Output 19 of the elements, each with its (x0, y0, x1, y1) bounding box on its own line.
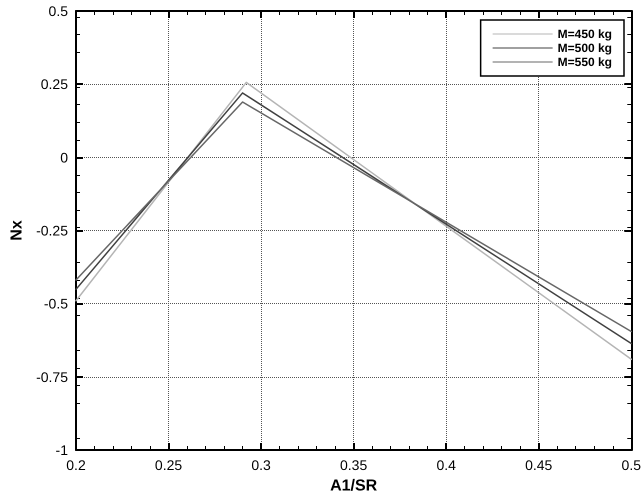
y-tick-label: 0.25 (40, 76, 68, 92)
y-tick-label: -0.25 (36, 222, 68, 238)
x-axis-title: A1/SR (330, 478, 378, 494)
x-tick-label: 0.25 (154, 457, 182, 473)
y-tick-label: -1 (56, 442, 68, 458)
x-tick-label: 0.35 (340, 457, 368, 473)
x-tick-label: 0.45 (525, 457, 553, 473)
legend-label: M=550 kg (558, 55, 612, 69)
y-tick-label: -0.75 (36, 368, 68, 385)
y-tick-label: 0.5 (48, 3, 68, 19)
x-tick-label: 0.4 (436, 457, 456, 473)
x-tick-label: 0.2 (66, 457, 86, 473)
x-tick-label: 0.3 (251, 457, 272, 473)
legend-label: M=450 kg (558, 27, 612, 41)
legend-label: M=500 kg (558, 41, 612, 55)
y-tick-label: -0.5 (44, 296, 68, 312)
x-tick-label: 0.5 (622, 457, 642, 473)
y-axis-title: Nx (8, 220, 26, 241)
y-tick-label: 0 (60, 149, 68, 166)
